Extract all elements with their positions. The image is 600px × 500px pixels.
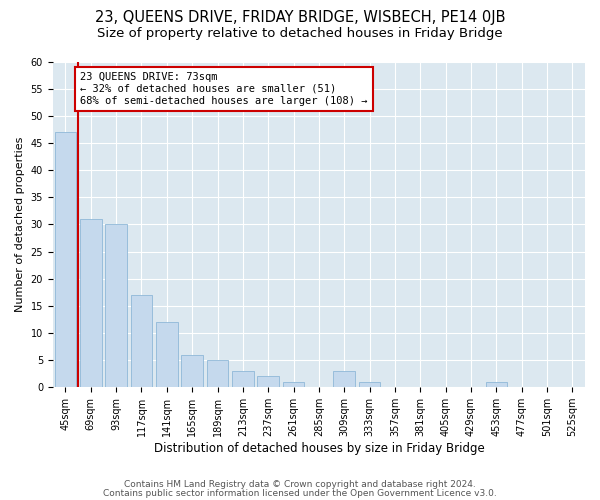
Bar: [80, 219, 101, 387]
Bar: [359, 382, 380, 387]
Bar: [207, 360, 228, 387]
Bar: [232, 371, 254, 387]
Bar: [156, 322, 178, 387]
Text: Contains HM Land Registry data © Crown copyright and database right 2024.: Contains HM Land Registry data © Crown c…: [124, 480, 476, 489]
Text: Size of property relative to detached houses in Friday Bridge: Size of property relative to detached ho…: [97, 28, 503, 40]
Bar: [485, 382, 507, 387]
Y-axis label: Number of detached properties: Number of detached properties: [15, 136, 25, 312]
Text: 23, QUEENS DRIVE, FRIDAY BRIDGE, WISBECH, PE14 0JB: 23, QUEENS DRIVE, FRIDAY BRIDGE, WISBECH…: [95, 10, 505, 25]
Text: 23 QUEENS DRIVE: 73sqm
← 32% of detached houses are smaller (51)
68% of semi-det: 23 QUEENS DRIVE: 73sqm ← 32% of detached…: [80, 72, 367, 106]
Text: Contains public sector information licensed under the Open Government Licence v3: Contains public sector information licen…: [103, 490, 497, 498]
Bar: [106, 224, 127, 387]
Bar: [283, 382, 304, 387]
X-axis label: Distribution of detached houses by size in Friday Bridge: Distribution of detached houses by size …: [154, 442, 484, 455]
Bar: [131, 295, 152, 387]
Bar: [181, 354, 203, 387]
Bar: [55, 132, 76, 387]
Bar: [334, 371, 355, 387]
Bar: [257, 376, 279, 387]
